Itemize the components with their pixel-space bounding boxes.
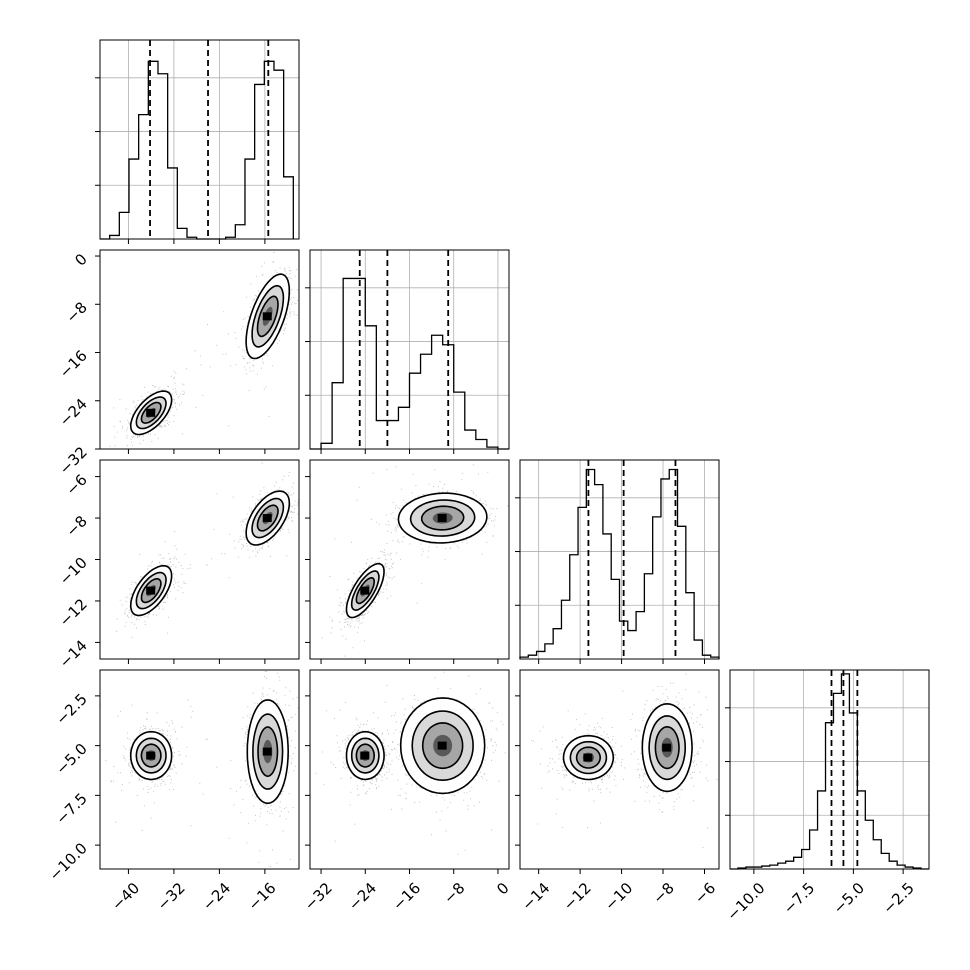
panel-content: [100, 670, 299, 867]
x-tick-label: −16: [245, 879, 280, 914]
x-tick-label: −16: [389, 879, 424, 914]
histogram-steps: [100, 60, 294, 240]
x-tick-label: −8: [649, 879, 677, 907]
panel-frame: [309, 669, 510, 870]
x-tick-label: −10.0: [723, 879, 768, 924]
x-tick-label: 0: [493, 879, 512, 898]
y-tick-label: −12: [56, 595, 91, 630]
panel-frame: [99, 249, 300, 450]
density-peak: [262, 747, 272, 756]
histogram-panel-1: [305, 249, 510, 454]
y-tick-label: 0: [71, 250, 90, 269]
x-tick-label: −32: [301, 879, 336, 914]
scatter-panel-3-0: [95, 669, 300, 874]
density-peak: [146, 751, 156, 760]
density-peak: [262, 514, 272, 523]
x-tick-label: −2.5: [879, 879, 917, 917]
x-tick-label: −8: [440, 879, 468, 907]
x-tick-label: −10: [601, 879, 636, 914]
histogram-steps: [519, 468, 720, 659]
y-tick-label: −10: [56, 554, 91, 589]
y-tick-label: −2.5: [52, 690, 90, 728]
histogram-steps: [730, 673, 929, 870]
scatter-panel-2-0: [95, 459, 300, 664]
x-tick-label: −24: [345, 879, 380, 914]
histogram-panel-2: [515, 459, 720, 664]
x-tick-label: −6: [691, 879, 719, 907]
y-tick-label: −24: [56, 395, 91, 430]
x-tick-label: −40: [108, 879, 143, 914]
scatter-panel-3-2: [515, 669, 720, 874]
density-peak: [662, 743, 672, 752]
panel-frame: [99, 669, 300, 870]
density-peak: [360, 586, 370, 595]
panel-frame: [519, 669, 720, 870]
density-peak: [583, 753, 593, 762]
x-tick-label: −24: [199, 879, 234, 914]
y-tick-label: −32: [56, 443, 91, 478]
x-tick-label: −12: [560, 879, 595, 914]
density-peak: [437, 741, 447, 750]
x-tick-label: −32: [154, 879, 189, 914]
scatter-panel-2-1: [305, 459, 510, 664]
scatter-points: [100, 670, 299, 867]
y-tick-label: −5.0: [52, 740, 90, 778]
panel-frame: [729, 669, 930, 870]
density-peak: [146, 408, 156, 417]
y-tick-label: −10.0: [46, 839, 91, 884]
density-peak: [262, 312, 272, 321]
histogram-panel-0: [95, 39, 300, 244]
panel-content: [321, 464, 509, 657]
x-tick-label: −14: [518, 879, 553, 914]
density-peak: [360, 751, 370, 760]
y-tick-label: −8: [62, 298, 90, 326]
histogram-panel-3: [725, 669, 930, 874]
panel-frame: [99, 39, 300, 240]
panel-content: [315, 671, 506, 855]
histogram-steps: [310, 277, 509, 450]
y-tick-label: −16: [56, 347, 91, 382]
panel-frame: [309, 249, 510, 450]
panel-content: [116, 462, 299, 638]
density-peak: [146, 586, 156, 595]
density-peak: [437, 514, 447, 523]
panel-frame: [99, 459, 300, 660]
panel-content: [531, 673, 718, 848]
panel-frame: [519, 459, 720, 660]
x-tick-label: −7.5: [780, 879, 818, 917]
panel-content: [109, 252, 299, 449]
x-tick-label: −5.0: [830, 879, 868, 917]
scatter-panel-3-1: [305, 669, 510, 874]
scatter-panel-1-0: [95, 249, 300, 454]
y-tick-label: −14: [56, 637, 91, 672]
panel-frame: [309, 459, 510, 660]
y-tick-label: −8: [62, 512, 90, 540]
y-tick-label: −7.5: [52, 789, 90, 827]
